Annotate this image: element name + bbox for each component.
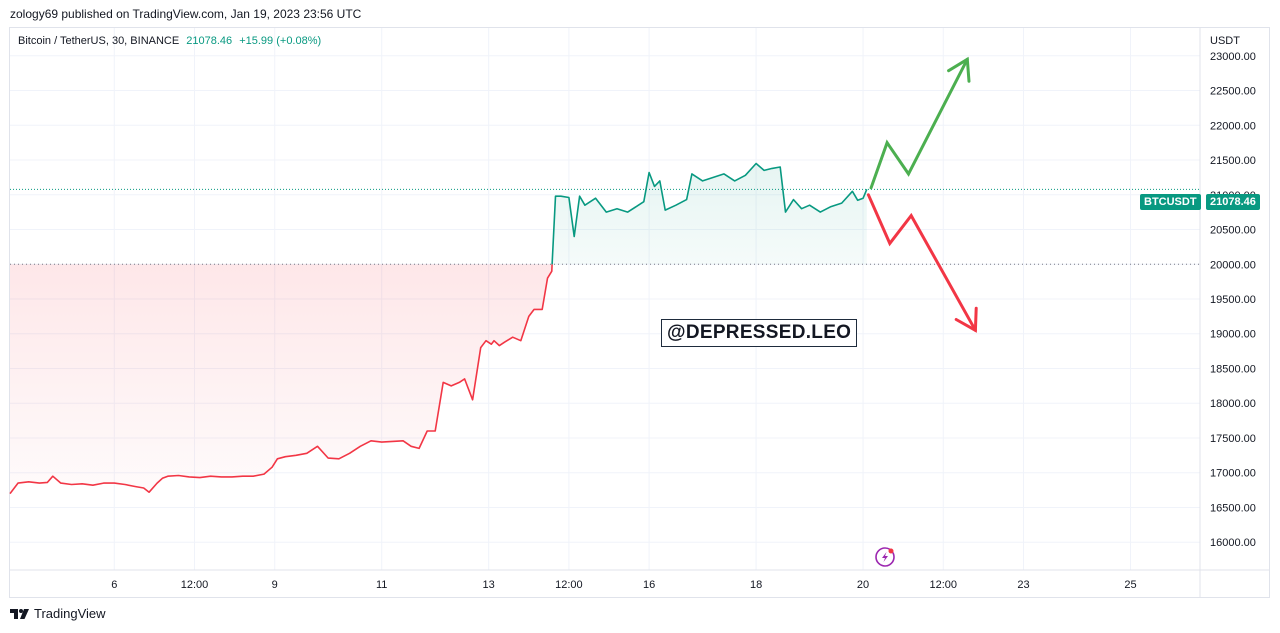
y-tick-label: 23000.00 <box>1210 51 1256 63</box>
author-watermark: @DEPRESSED.LEO <box>661 319 858 347</box>
bullish-path <box>869 57 969 190</box>
y-tick-label: 17500.00 <box>1210 433 1256 445</box>
x-tick-label: 12:00 <box>555 579 583 591</box>
projection-arrows <box>866 56 978 333</box>
publish-info: zology69 published on TradingView.com, J… <box>10 7 362 21</box>
x-tick-label: 11 <box>376 579 387 591</box>
x-tick-label: 12:00 <box>930 579 958 591</box>
y-tick-label: 20000.00 <box>1210 259 1256 271</box>
symbol-name: Bitcoin / TetherUS, 30, BINANCE <box>18 35 180 47</box>
y-tick-label: 22000.00 <box>1210 120 1256 132</box>
x-tick-label: 16 <box>643 579 655 591</box>
tradingview-footer[interactable]: TradingView <box>10 606 106 621</box>
y-tick-label: 22500.00 <box>1210 86 1256 98</box>
replay-icon[interactable] <box>875 547 895 567</box>
series-line-above <box>551 162 868 265</box>
symbol-badge: BTCUSDT <box>1140 194 1201 210</box>
bearish-path-arrowhead <box>954 306 978 333</box>
footer-brand: TradingView <box>34 606 106 621</box>
x-tick-label: 12:00 <box>181 579 209 591</box>
x-tick-label: 18 <box>750 579 762 591</box>
x-tick-label: 25 <box>1124 579 1136 591</box>
y-tick-label: 16000.00 <box>1210 537 1256 549</box>
y-tick-label: 19500.00 <box>1210 294 1256 306</box>
x-tick-label: 9 <box>272 579 278 591</box>
series-lines <box>9 162 1200 495</box>
chart-frame <box>9 27 1270 598</box>
y-tick-label: 20500.00 <box>1210 225 1256 237</box>
area-fills <box>10 163 867 494</box>
y-tick-label: 18000.00 <box>1210 398 1256 410</box>
x-tick-label: 20 <box>857 579 869 591</box>
y-tick-label: 18500.00 <box>1210 363 1256 375</box>
y-tick-label: 16500.00 <box>1210 502 1256 514</box>
bullish-path-arrowhead <box>947 56 971 83</box>
legend-price: 21078.46 <box>186 35 233 47</box>
x-tick-label: 6 <box>111 579 117 591</box>
currency-label: USDT <box>1210 35 1240 47</box>
y-tick-label: 17000.00 <box>1210 468 1256 480</box>
above-baseline-fill <box>552 163 867 265</box>
axes: 16000.00 16500.00 17000.00 17500.00 18000.00… <box>10 28 1270 598</box>
below-baseline-fill <box>10 264 553 494</box>
legend-change: +15.99 (+0.08%) <box>239 35 322 47</box>
series-line-below <box>9 264 553 495</box>
tradingview-logo-icon <box>10 608 29 619</box>
symbol-legend: Bitcoin / TetherUS, 30, BINANCE 21078.46… <box>18 35 321 47</box>
last-price-badge: 21078.46 <box>1206 194 1260 210</box>
bearish-path <box>866 193 977 332</box>
y-tick-label: 19000.00 <box>1210 329 1256 341</box>
x-tick-label: 23 <box>1017 579 1029 591</box>
y-tick-label: 21500.00 <box>1210 155 1256 167</box>
x-tick-label: 13 <box>483 579 495 591</box>
